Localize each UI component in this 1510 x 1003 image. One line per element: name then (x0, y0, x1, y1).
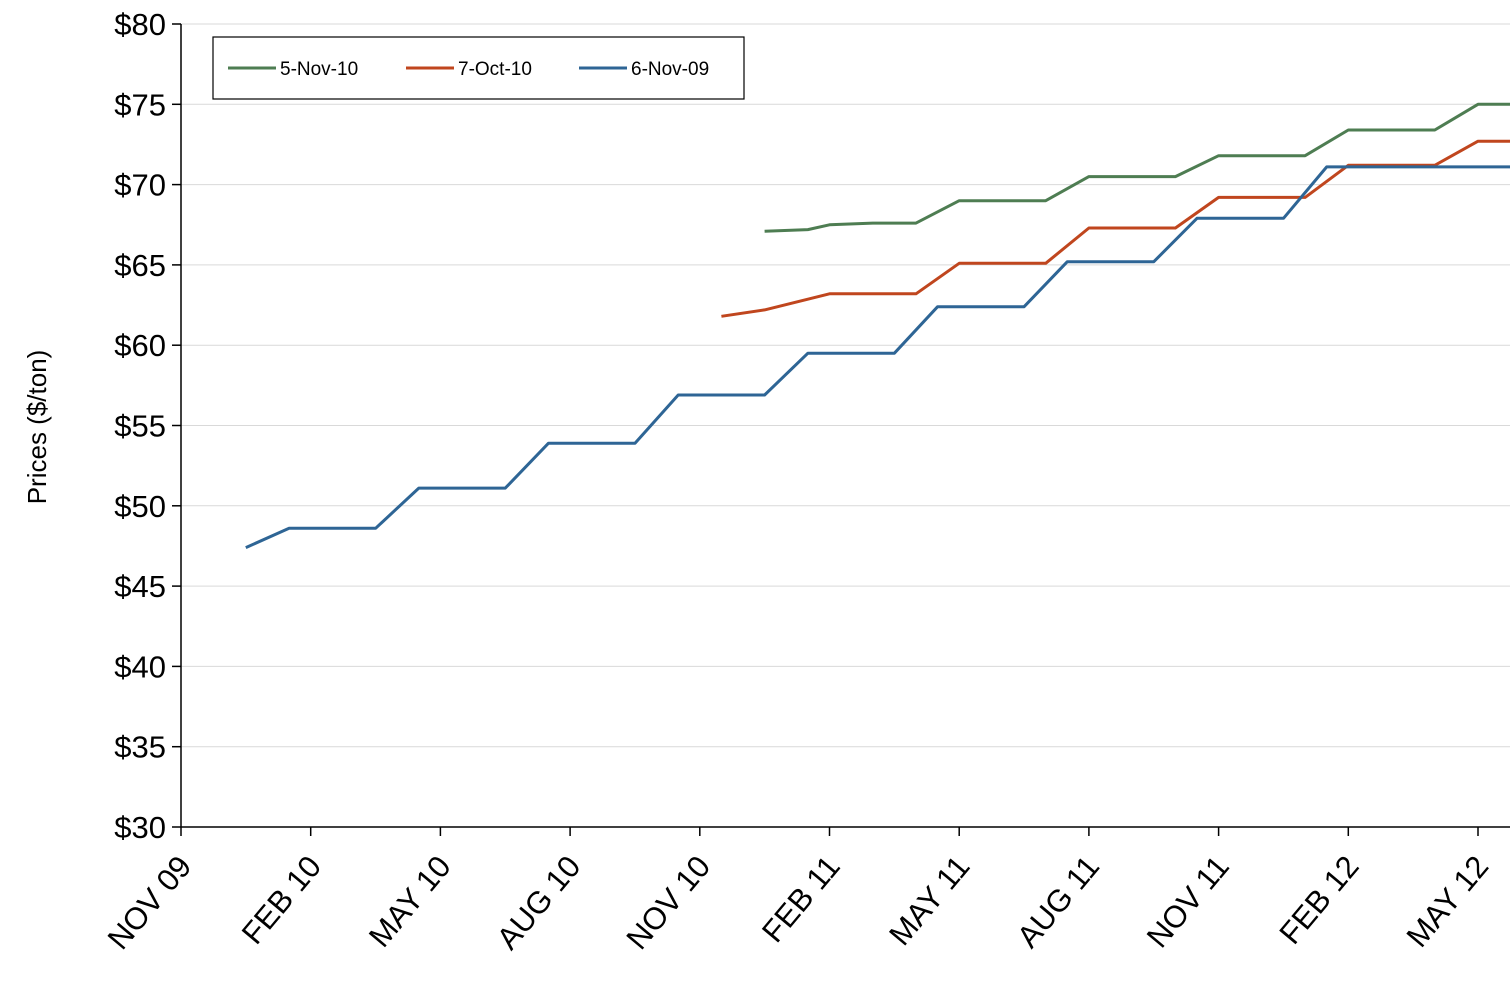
legend-label: 5-Nov-10 (280, 59, 358, 80)
x-tick-label: AUG 11 (1010, 849, 1106, 954)
y-tick-label: $80 (114, 7, 166, 42)
series-line-7-oct-10 (721, 139, 1510, 318)
y-tick-label: $45 (114, 569, 166, 604)
y-tick-label: $40 (114, 649, 166, 684)
y-tick-label: $65 (114, 248, 166, 283)
x-tick-label: AUG 10 (490, 849, 588, 956)
y-tick-label: $70 (114, 168, 166, 203)
x-tick-label: MAY 11 (882, 849, 976, 952)
y-tick-label: $30 (114, 810, 166, 845)
legend-label: 6-Nov-09 (631, 59, 709, 80)
gridlines (181, 23, 1510, 748)
y-tick-label: $55 (114, 409, 166, 444)
legend: 5-Nov-10 7-Oct-10 6-Nov-09 (212, 36, 745, 100)
legend-label: 7-Oct-10 (458, 59, 532, 80)
x-tick-label: NOV 11 (1140, 849, 1236, 954)
series-line-5-nov-10 (764, 102, 1510, 233)
x-tick-label: NOV 10 (619, 849, 717, 956)
x-tick-label: MAY 10 (362, 849, 458, 954)
series-line-6-nov-09 (245, 165, 1510, 549)
x-tick-label: FEB 11 (755, 849, 847, 949)
y-axis-label: Prices ($/ton) (22, 350, 52, 505)
y-tick-label: $35 (114, 730, 166, 765)
axes: $30 $35 $40 $45 $50 $55 $60 $65 $70 $75 $80 NOV 09 F… (101, 7, 1510, 956)
series-lines (245, 102, 1510, 549)
y-tick-label: $50 (114, 489, 166, 524)
x-tick-label: MAY 12 (1400, 849, 1496, 954)
y-tick-label: $60 (114, 328, 166, 363)
y-tick-label: $75 (114, 87, 166, 122)
x-tick-label: NOV 09 (101, 849, 199, 956)
legend-box (212, 36, 745, 100)
x-tick-label: FEB 10 (235, 849, 328, 951)
x-tick-label: FEB 12 (1272, 849, 1365, 951)
